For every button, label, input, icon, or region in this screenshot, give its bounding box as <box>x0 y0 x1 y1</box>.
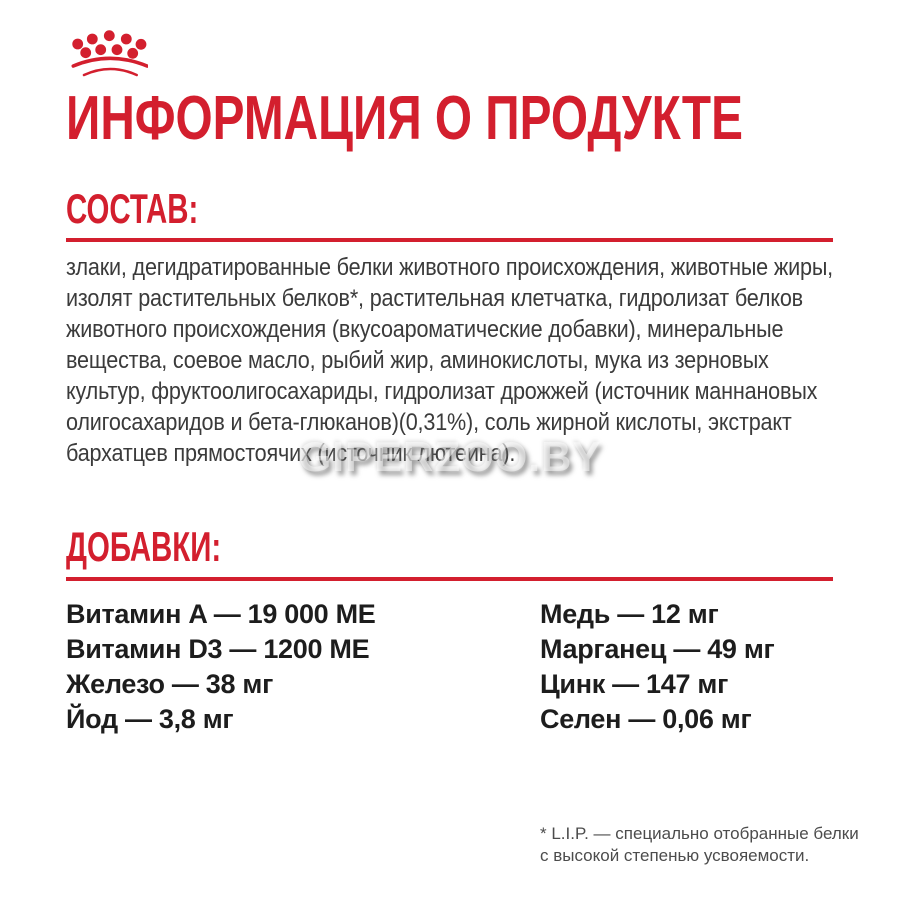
page-title: ИНФОРМАЦИЯ О ПРОДУКТЕ <box>66 84 743 153</box>
additive-item-iodine: Йод — 3,8 мг <box>66 704 234 734</box>
additives-right-column: Медь — 12 мг Марганец — 49 мг Цинк — 147… <box>540 597 775 737</box>
footnote-line-2: с высокой степенью усвояемости. <box>540 846 810 865</box>
footnote-line-1: * L.I.P. — специально отобранные белки <box>540 824 859 843</box>
crown-logo-icon <box>71 30 148 77</box>
composition-divider <box>66 238 833 242</box>
additives-divider <box>66 577 833 581</box>
additive-item-copper: Медь — 12 мг <box>540 599 719 629</box>
additives-left-column: Витамин A — 19 000 МЕ Витамин D3 — 1200 … <box>66 597 376 737</box>
additive-item-manganese: Марганец — 49 мг <box>540 634 775 664</box>
additive-item-vitamin-a: Витамин A — 19 000 МЕ <box>66 599 376 629</box>
additive-item-iron: Железо — 38 мг <box>66 669 274 699</box>
additives-heading: ДОБАВКИ: <box>66 523 222 570</box>
composition-text: злаки, дегидратированные белки животного… <box>66 254 833 467</box>
additive-item-zinc: Цинк — 147 мг <box>540 669 729 699</box>
additive-item-vitamin-d3: Витамин D3 — 1200 МЕ <box>66 634 370 664</box>
composition-heading: СОСТАВ: <box>66 185 199 232</box>
additive-item-selenium: Селен — 0,06 мг <box>540 704 752 734</box>
footnote: * L.I.P. — специально отобранные белки с… <box>540 823 859 867</box>
